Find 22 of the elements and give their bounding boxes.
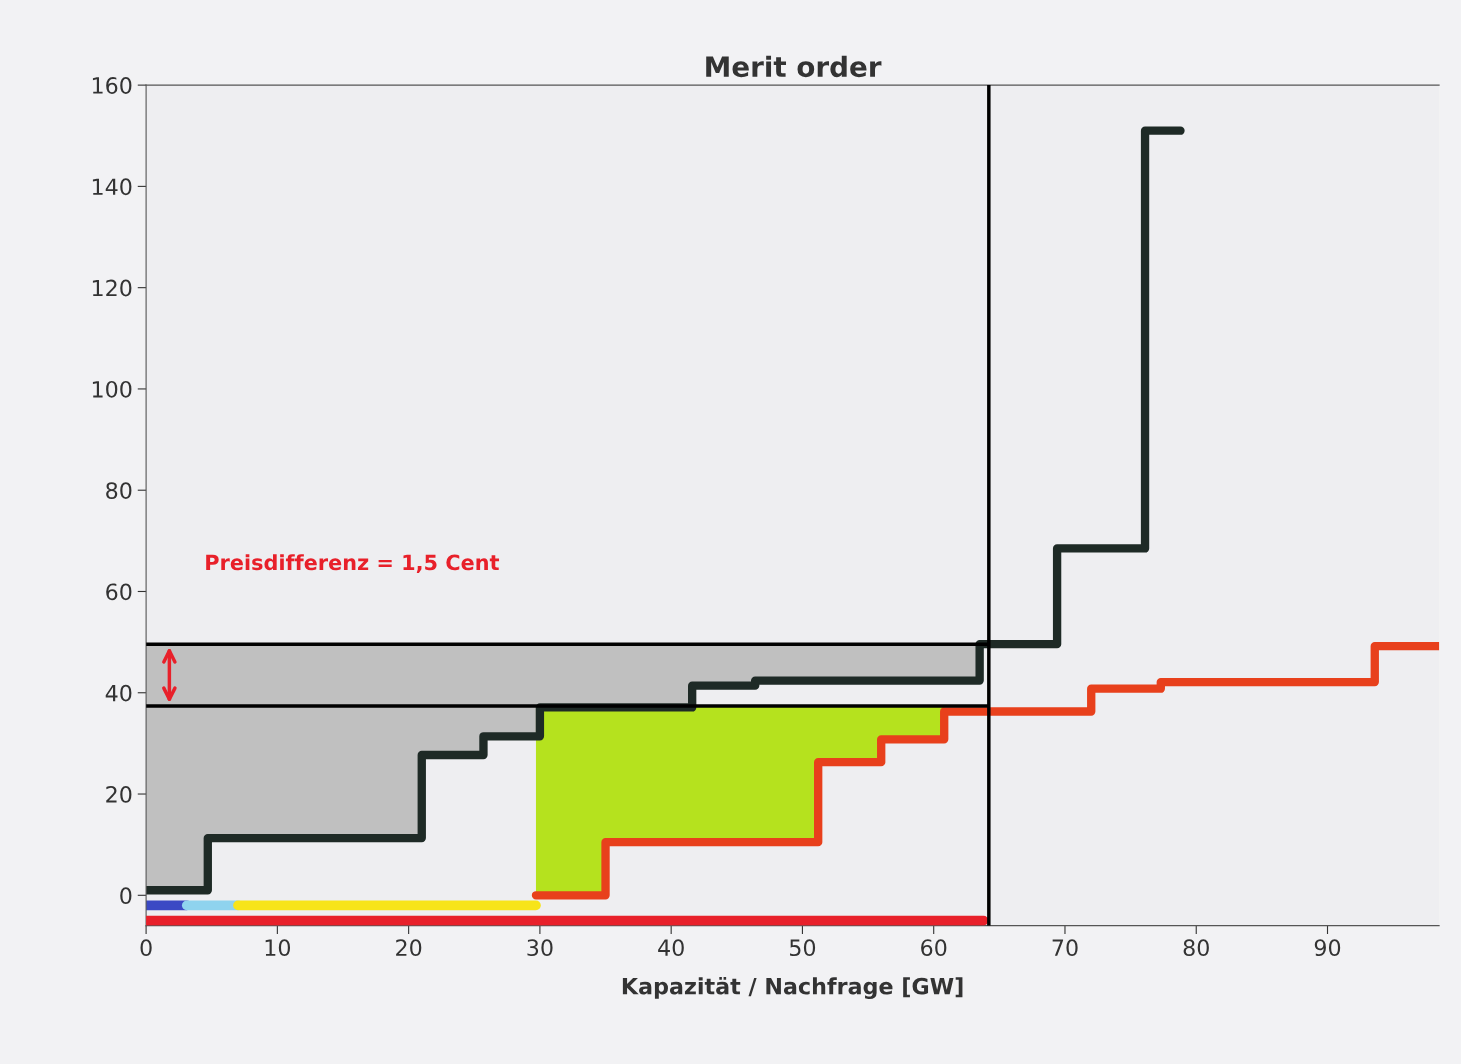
y-tick-label: 60 bbox=[106, 583, 132, 601]
x-tick-label: 60 bbox=[921, 939, 947, 957]
y-tick-label: 160 bbox=[92, 77, 132, 94]
x-tick-label: 70 bbox=[1052, 939, 1078, 957]
x-tick-label: 20 bbox=[396, 939, 422, 957]
annotation: Preisdifferenz = 1,5 Cent bbox=[206, 554, 500, 573]
x-tick-label: 40 bbox=[658, 939, 684, 957]
x-tick-label: 80 bbox=[1183, 939, 1209, 957]
x-tick-label: 90 bbox=[1314, 939, 1341, 957]
y-tick-label: 0 bbox=[120, 887, 132, 905]
x-tick-label: 10 bbox=[265, 939, 291, 957]
y-tick-label: 40 bbox=[105, 684, 132, 702]
y-tick-label: 120 bbox=[92, 279, 132, 297]
x-tick-label: 0 bbox=[140, 939, 152, 957]
y-tick-label: 80 bbox=[106, 482, 132, 499]
chart-title: Merit order bbox=[706, 55, 882, 78]
x-tick-label: 30 bbox=[527, 939, 553, 957]
y-tick-label: 140 bbox=[92, 178, 132, 196]
x-tick-label: 50 bbox=[790, 939, 816, 957]
y-tick-label: 20 bbox=[106, 785, 132, 803]
x-axis-title: Kapazität / Nachfrage [GW] bbox=[622, 977, 963, 1000]
y-tick-label: 100 bbox=[92, 380, 132, 398]
